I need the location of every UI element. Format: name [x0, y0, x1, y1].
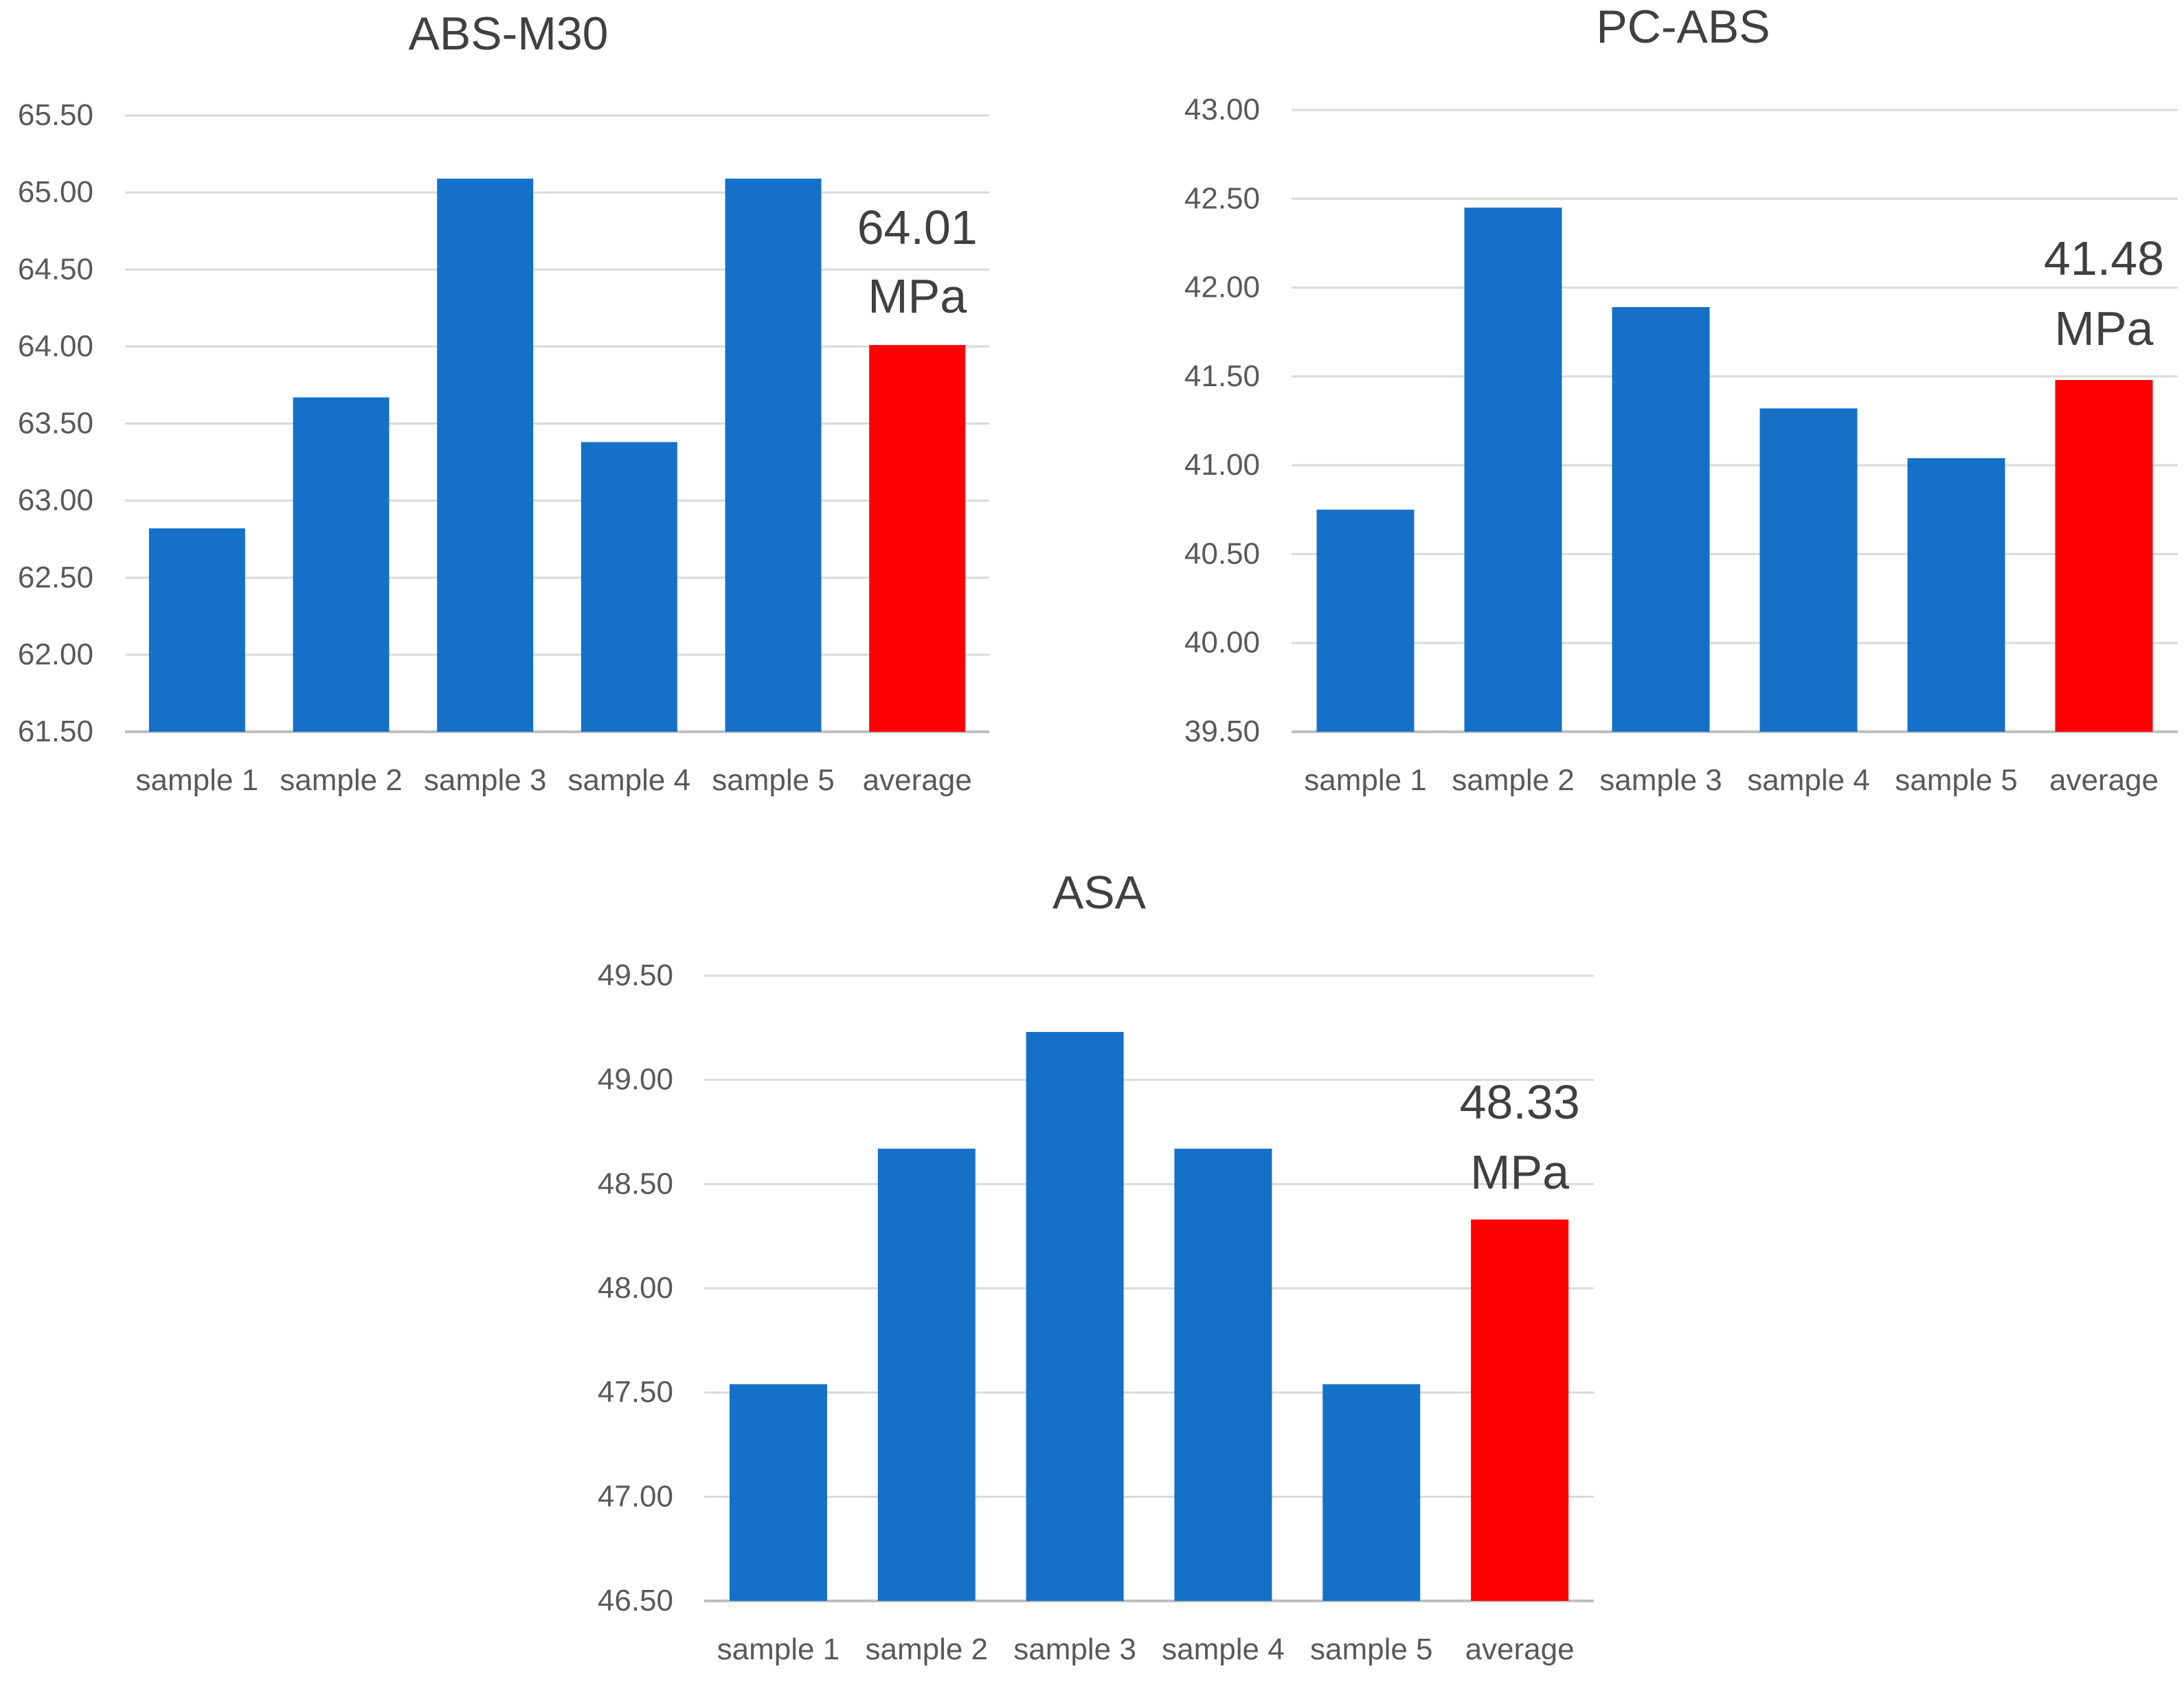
y-tick-label: 64.00: [18, 329, 93, 363]
average-value-label: 41.48: [2044, 232, 2164, 285]
y-tick-label: 40.50: [1184, 537, 1260, 570]
y-tick-label: 65.00: [18, 175, 93, 209]
average-unit-label: MPa: [2055, 302, 2154, 355]
y-tick-label: 47.50: [598, 1376, 673, 1409]
y-tick-label: 41.00: [1184, 448, 1260, 482]
x-tick-label: sample 1: [136, 763, 259, 797]
bar-sample-3: [437, 178, 534, 732]
x-tick-label: average: [1465, 1633, 1575, 1666]
y-tick-label: 48.50: [598, 1167, 673, 1200]
x-tick-label: sample 5: [712, 763, 835, 797]
y-tick-label: 42.50: [1184, 181, 1260, 215]
bar-sample-3: [1612, 307, 1710, 732]
x-tick-label: sample 5: [1310, 1633, 1433, 1666]
y-tick-label: 65.50: [18, 98, 93, 132]
bar-sample-4: [1174, 1148, 1272, 1601]
x-tick-label: average: [2049, 763, 2159, 797]
x-tick-label: sample 2: [865, 1633, 988, 1666]
y-tick-label: 43.00: [1184, 93, 1260, 126]
x-tick-label: sample 4: [1162, 1633, 1285, 1666]
bar-sample-3: [1026, 1031, 1124, 1601]
bar-sample-2: [293, 397, 390, 732]
y-tick-label: 49.50: [598, 958, 673, 992]
average-unit-label: MPa: [1470, 1145, 1569, 1199]
x-tick-label: sample 4: [568, 763, 691, 797]
y-tick-label: 62.00: [18, 638, 93, 671]
chart-title: ASA: [1052, 866, 1147, 919]
bar-average: [869, 345, 966, 732]
average-unit-label: MPa: [868, 269, 967, 323]
x-tick-label: sample 2: [1452, 763, 1575, 797]
chart-title: PC-ABS: [1596, 1, 1770, 53]
y-tick-label: 46.50: [598, 1584, 673, 1617]
bar-average: [1471, 1219, 1569, 1601]
x-tick-label: sample 3: [424, 763, 547, 797]
average-value-label: 48.33: [1459, 1075, 1579, 1129]
x-tick-label: sample 2: [280, 763, 403, 797]
chart-abs-m30: ABS-M30 61.50 62.00 62.50 63.00 63.50 64.00 64.…: [18, 8, 989, 797]
y-tick-label: 64.50: [18, 252, 93, 286]
y-tick-label: 47.00: [598, 1479, 673, 1513]
average-value-label: 64.01: [857, 201, 978, 254]
bar-average: [2055, 380, 2153, 732]
x-tick-label: sample 3: [1599, 763, 1722, 797]
bar-sample-4: [1759, 408, 1858, 732]
bar-sample-5: [1907, 458, 2005, 732]
y-tick-label: 63.50: [18, 407, 93, 440]
x-tick-label: average: [863, 763, 972, 797]
bar-sample-5: [1322, 1384, 1421, 1601]
y-tick-label: 40.00: [1184, 626, 1260, 660]
chart-pc-abs: PC-ABS 39.50 40.00 40.50 41.00 41.50 42.00 42.5…: [1184, 1, 2178, 797]
bar-sample-1: [1316, 509, 1415, 732]
bar-sample-5: [725, 178, 822, 732]
x-tick-label: sample 5: [1895, 763, 2018, 797]
chart-title: ABS-M30: [409, 8, 609, 60]
bar-sample-1: [148, 528, 245, 732]
bar-sample-1: [729, 1384, 827, 1601]
y-tick-label: 39.50: [1184, 715, 1260, 748]
bar-sample-2: [1464, 208, 1562, 732]
y-tick-label: 49.00: [598, 1063, 673, 1097]
y-tick-label: 61.50: [18, 715, 93, 748]
y-tick-label: 41.50: [1184, 359, 1260, 393]
x-tick-label: sample 1: [717, 1633, 840, 1666]
y-tick-label: 62.50: [18, 561, 93, 594]
chart-asa: ASA 46.50 47.00 47.50 48.00 48.50 49.00 49.50 sa…: [598, 866, 1594, 1666]
y-tick-label: 63.00: [18, 484, 93, 517]
y-tick-label: 42.00: [1184, 271, 1260, 304]
bar-sample-4: [581, 442, 677, 732]
x-tick-label: sample 1: [1304, 763, 1427, 797]
y-tick-label: 48.00: [598, 1271, 673, 1305]
x-tick-label: sample 3: [1013, 1633, 1136, 1666]
x-tick-label: sample 4: [1747, 763, 1870, 797]
bar-sample-2: [877, 1148, 976, 1601]
